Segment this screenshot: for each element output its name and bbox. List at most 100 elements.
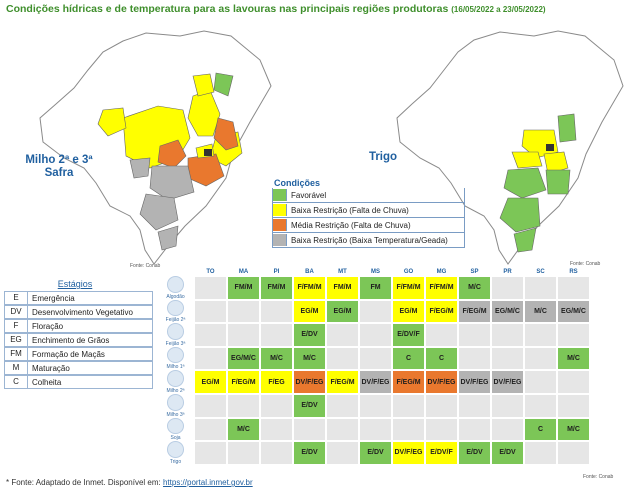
stage-code: C xyxy=(5,376,28,388)
legend-label: Média Restrição (Falta de Chuva) xyxy=(287,221,411,230)
table-cell xyxy=(359,418,392,442)
table-cell xyxy=(359,347,392,371)
table-cell xyxy=(194,394,227,418)
column-header: TO xyxy=(194,269,227,275)
table-cell xyxy=(557,394,590,418)
table-cell: FM/M xyxy=(260,276,293,300)
table-cell xyxy=(491,323,524,347)
stage-desc: Maturação xyxy=(28,364,70,373)
table-cell xyxy=(524,394,557,418)
table-cell xyxy=(425,418,458,442)
table-cell xyxy=(359,394,392,418)
column-header: MS xyxy=(359,269,392,275)
table-cell: FM xyxy=(359,276,392,300)
table-cell xyxy=(524,347,557,371)
table-cell xyxy=(491,276,524,300)
table-cell xyxy=(392,418,425,442)
table-cell: E/DV xyxy=(359,441,392,465)
crop-icon xyxy=(167,394,184,411)
crop-row-label: Milho 2ª xyxy=(159,370,192,394)
table-cell xyxy=(557,276,590,300)
stage-code: EG xyxy=(5,334,28,346)
column-header: SP xyxy=(458,269,491,275)
legend-swatch-yellow xyxy=(273,204,287,216)
stage-code: DV xyxy=(5,306,28,318)
table-cell: E/DV/F xyxy=(425,441,458,465)
stage-row: EG Enchimento de Grãos xyxy=(4,333,153,347)
table-cell: EG/M/C xyxy=(491,300,524,324)
legend-item-baixa-temp: Baixa Restrição (Baixa Temperatura/Geada… xyxy=(272,233,465,248)
table-cell xyxy=(194,300,227,324)
table-cell xyxy=(293,418,326,442)
column-header: RS xyxy=(557,269,590,275)
table-cell xyxy=(425,394,458,418)
legend-title: Condições xyxy=(274,178,465,188)
table-cell xyxy=(524,441,557,465)
legend-label: Baixa Restrição (Falta de Chuva) xyxy=(287,206,409,215)
table-cell: E/DV xyxy=(491,441,524,465)
table-cell: M/C xyxy=(293,347,326,371)
table-cell: EG/M xyxy=(392,300,425,324)
table-cell xyxy=(458,323,491,347)
stage-row: E Emergência xyxy=(4,291,153,305)
crop-row-label: Milho 3ª xyxy=(159,394,192,418)
legend-swatch-green xyxy=(273,189,287,201)
table-cell: F/FM/M xyxy=(293,276,326,300)
legend-swatch-grey xyxy=(273,234,287,246)
map-source-left: Fonte: Conab xyxy=(130,263,160,269)
column-header: SC xyxy=(524,269,557,275)
crop-icon xyxy=(167,418,184,435)
stage-row: M Maturação xyxy=(4,361,153,375)
crop-icon xyxy=(167,441,184,458)
column-header: PR xyxy=(491,269,524,275)
legend-swatch-orange xyxy=(273,219,287,231)
table-cell: C xyxy=(392,347,425,371)
crop-icon xyxy=(167,347,184,364)
table-cell xyxy=(524,323,557,347)
table-cell: EG/M xyxy=(293,300,326,324)
table-cell: C xyxy=(425,347,458,371)
stage-desc: Emergência xyxy=(28,294,75,303)
footnote: * Fonte: Adaptado de Inmet. Disponível e… xyxy=(6,478,253,487)
title-period: (16/05/2022 a 23/05/2022) xyxy=(451,5,545,14)
table-cell xyxy=(260,300,293,324)
table-cell xyxy=(491,418,524,442)
crop-row-label: Feijão 2ª xyxy=(159,300,192,324)
table-cell: F/EG xyxy=(260,370,293,394)
table-cell: E/DV xyxy=(293,394,326,418)
table-cell: C xyxy=(524,418,557,442)
map-label-trigo: Trigo xyxy=(348,151,418,164)
stage-row: DV Desenvolvimento Vegetativo xyxy=(4,305,153,319)
stage-row: C Colheita xyxy=(4,375,153,389)
table-cell xyxy=(194,276,227,300)
table-cell: M/C xyxy=(227,418,260,442)
column-header: MG xyxy=(425,269,458,275)
table-cell xyxy=(491,347,524,371)
legend-label: Favorável xyxy=(287,191,326,200)
table-cell xyxy=(260,323,293,347)
table-cell: M/C xyxy=(557,347,590,371)
table-cell: F/EG/M xyxy=(326,370,359,394)
table-cell xyxy=(359,323,392,347)
table-source: Fonte: Conab xyxy=(583,474,613,480)
stage-desc: Formação de Maçãs xyxy=(28,350,105,359)
table-cell: DV/F/EG xyxy=(293,370,326,394)
table-cell xyxy=(491,394,524,418)
table-cell xyxy=(458,394,491,418)
stage-row: F Floração xyxy=(4,319,153,333)
table-cell: DV/F/EG xyxy=(392,441,425,465)
stage-code: F xyxy=(5,320,28,332)
table-cell xyxy=(359,300,392,324)
table-cell: M/C xyxy=(557,418,590,442)
table-cell: EG/M xyxy=(194,370,227,394)
inmet-link[interactable]: https://portal.inmet.gov.br xyxy=(163,478,253,487)
table-cell xyxy=(458,347,491,371)
legend-item-baixa-chuva: Baixa Restrição (Falta de Chuva) xyxy=(272,203,465,218)
crop-row-label: Milho 1ª xyxy=(159,347,192,371)
table-cell xyxy=(194,441,227,465)
stage-row: FM Formação de Maçãs xyxy=(4,347,153,361)
stage-code: M xyxy=(5,362,28,374)
crop-row-label: Algodão xyxy=(159,276,192,300)
table-cell: F/EG/M xyxy=(227,370,260,394)
stage-desc: Enchimento de Grãos xyxy=(28,336,109,345)
